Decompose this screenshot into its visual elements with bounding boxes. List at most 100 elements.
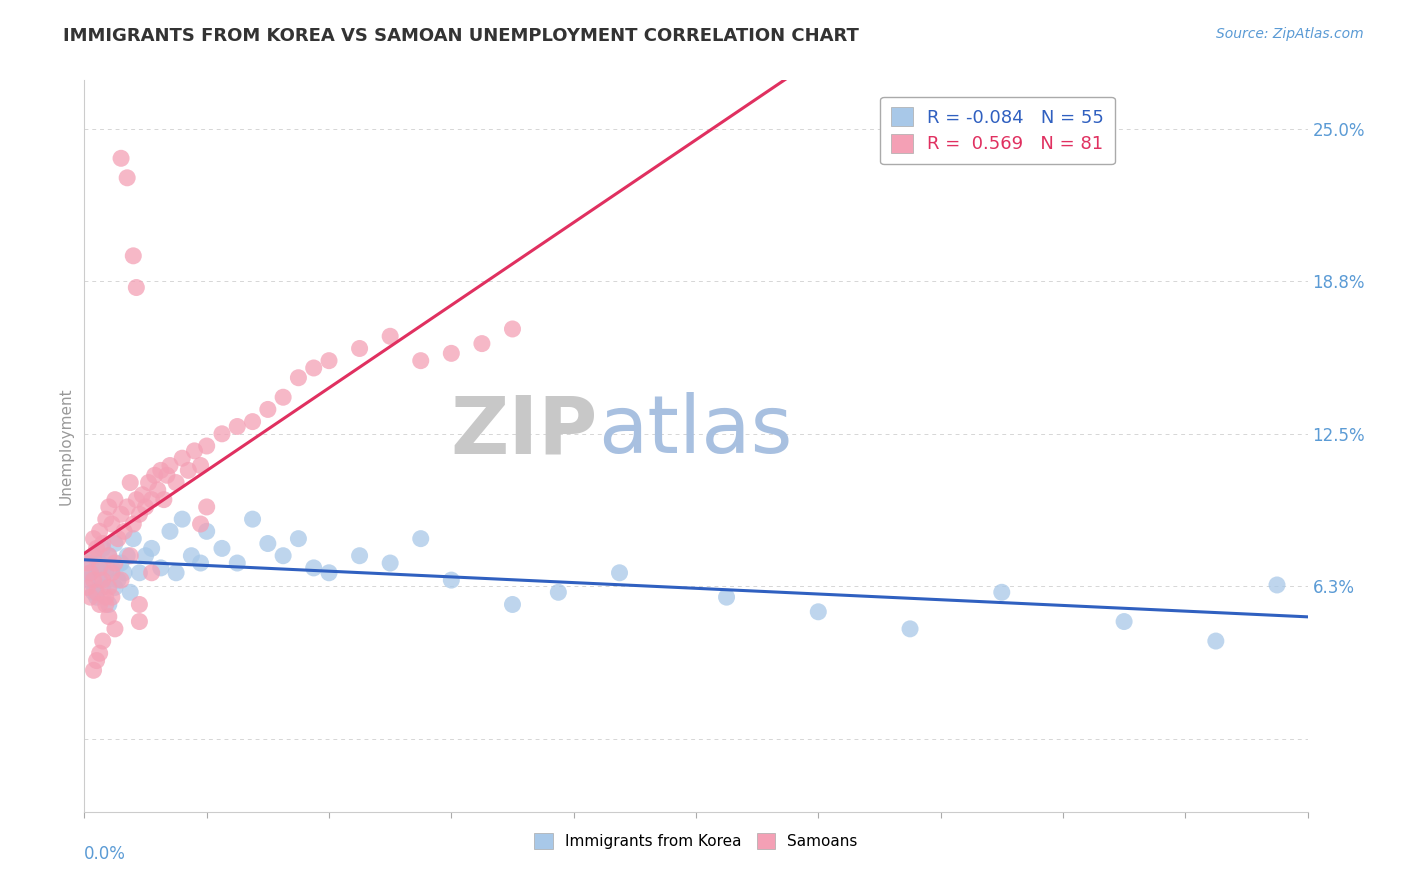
Point (76, 581, 98, 595)
Point (89, 646, 111, 660)
Point (287, 370, 309, 384)
Point (107, 532, 129, 546)
Point (349, 342, 371, 356)
Point (172, 451, 194, 466)
Point (83, 549, 105, 563)
Point (226, 419, 249, 434)
Point (146, 483, 169, 497)
Point (104, 556, 127, 570)
Point (302, 361, 325, 376)
Point (120, 585, 142, 599)
Point (1205, 634, 1227, 648)
Point (122, 532, 145, 546)
Point (110, 151, 132, 165)
Point (211, 541, 233, 556)
Point (83, 585, 105, 599)
Point (89, 573, 111, 587)
Point (138, 475, 160, 490)
Point (190, 516, 212, 531)
Point (91, 573, 114, 587)
Point (195, 500, 218, 514)
Point (128, 566, 150, 580)
Point (226, 556, 249, 570)
Point (97, 609, 120, 624)
Point (104, 622, 127, 636)
Point (190, 458, 212, 473)
Point (135, 549, 157, 563)
Point (318, 566, 340, 580)
Point (165, 566, 187, 580)
Point (120, 475, 142, 490)
Y-axis label: Unemployment: Unemployment (58, 387, 73, 505)
Point (149, 561, 172, 575)
Point (91, 581, 114, 595)
Point (502, 322, 524, 336)
Point (91, 536, 114, 550)
Point (97, 598, 120, 612)
Point (79, 590, 101, 604)
Point (89, 556, 111, 570)
Point (83, 532, 105, 546)
Point (547, 585, 569, 599)
Point (257, 402, 280, 417)
Point (91, 634, 114, 648)
Point (180, 549, 202, 563)
Point (97, 549, 120, 563)
Point (101, 590, 124, 604)
Point (156, 468, 179, 483)
Point (141, 541, 163, 556)
Point (177, 463, 200, 477)
Point (89, 561, 111, 575)
Point (83, 573, 105, 587)
Point (110, 508, 132, 522)
Point (91, 541, 114, 556)
Point (97, 549, 120, 563)
Point (195, 439, 218, 453)
Point (409, 532, 432, 546)
Point (94, 598, 117, 612)
Point (94, 566, 117, 580)
Point (898, 622, 921, 636)
Point (76, 573, 98, 587)
Point (94, 590, 117, 604)
Point (141, 492, 163, 507)
Point (440, 346, 463, 360)
Point (141, 566, 163, 580)
Point (318, 353, 340, 368)
Point (86, 561, 108, 575)
Point (94, 512, 117, 526)
Point (153, 492, 176, 507)
Point (122, 249, 145, 263)
Point (76, 556, 98, 570)
Point (122, 516, 145, 531)
Point (101, 516, 124, 531)
Point (242, 512, 264, 526)
Point (79, 566, 101, 580)
Point (112, 566, 135, 580)
Point (143, 468, 166, 483)
Text: IMMIGRANTS FROM KOREA VS SAMOAN UNEMPLOYMENT CORRELATION CHART: IMMIGRANTS FROM KOREA VS SAMOAN UNEMPLOY… (63, 27, 859, 45)
Point (107, 573, 129, 587)
Point (135, 500, 157, 514)
Point (172, 512, 194, 526)
Point (195, 524, 218, 539)
Point (991, 585, 1014, 599)
Point (716, 590, 738, 604)
Point (257, 536, 280, 550)
Point (79, 566, 101, 580)
Point (349, 549, 371, 563)
Point (112, 524, 135, 539)
Text: ZIP: ZIP (451, 392, 598, 470)
Point (609, 566, 631, 580)
Point (128, 615, 150, 629)
Text: 0.0%: 0.0% (84, 845, 127, 863)
Point (104, 581, 127, 595)
Point (86, 590, 108, 604)
Point (242, 415, 264, 429)
Point (502, 598, 524, 612)
Point (115, 500, 138, 514)
Point (1265, 578, 1288, 592)
Legend: Immigrants from Korea, Samoans: Immigrants from Korea, Samoans (529, 827, 863, 855)
Point (125, 492, 148, 507)
Point (120, 549, 142, 563)
